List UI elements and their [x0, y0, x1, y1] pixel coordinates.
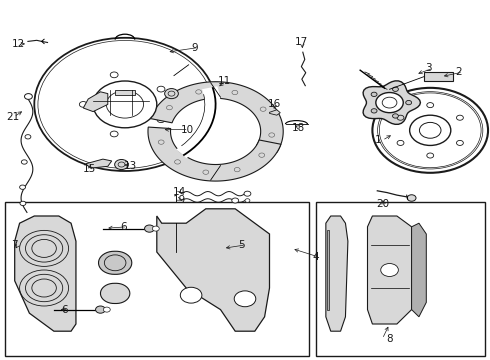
Text: 17: 17: [295, 37, 308, 48]
Circle shape: [392, 87, 398, 91]
Text: 21: 21: [6, 112, 20, 122]
Text: 16: 16: [268, 99, 281, 109]
Text: 11: 11: [218, 76, 231, 86]
Polygon shape: [327, 230, 329, 310]
Wedge shape: [176, 86, 220, 158]
Circle shape: [376, 93, 403, 113]
Circle shape: [103, 307, 110, 312]
Circle shape: [371, 109, 377, 113]
Polygon shape: [15, 216, 76, 331]
Polygon shape: [157, 209, 270, 331]
Polygon shape: [83, 92, 108, 112]
Text: 3: 3: [425, 63, 432, 73]
Circle shape: [381, 264, 398, 276]
Polygon shape: [148, 127, 281, 181]
FancyBboxPatch shape: [5, 202, 309, 356]
Circle shape: [115, 159, 128, 170]
Text: 7: 7: [11, 240, 18, 250]
Circle shape: [20, 201, 26, 206]
Circle shape: [371, 92, 377, 96]
Circle shape: [392, 114, 398, 118]
Polygon shape: [412, 223, 426, 317]
Polygon shape: [100, 283, 130, 303]
Polygon shape: [326, 216, 348, 331]
Circle shape: [232, 198, 239, 203]
Circle shape: [406, 100, 412, 105]
Text: 6: 6: [61, 305, 68, 315]
Polygon shape: [270, 110, 280, 115]
Circle shape: [152, 226, 159, 231]
Text: 9: 9: [191, 42, 198, 53]
Circle shape: [407, 195, 416, 201]
Text: 13: 13: [123, 161, 137, 171]
Circle shape: [24, 94, 32, 99]
Polygon shape: [86, 159, 112, 168]
Circle shape: [410, 115, 451, 145]
Circle shape: [96, 306, 105, 313]
Text: 19: 19: [172, 195, 186, 205]
Polygon shape: [115, 90, 135, 95]
Circle shape: [22, 160, 27, 164]
Text: 5: 5: [239, 240, 245, 250]
Circle shape: [244, 191, 251, 196]
Circle shape: [25, 135, 31, 139]
Text: 20: 20: [376, 199, 390, 210]
Text: 2: 2: [456, 67, 463, 77]
Polygon shape: [368, 216, 412, 324]
Text: 4: 4: [313, 252, 319, 262]
Text: 10: 10: [181, 125, 195, 135]
Text: 1: 1: [375, 135, 382, 145]
Circle shape: [180, 287, 202, 303]
Circle shape: [145, 225, 154, 232]
Polygon shape: [150, 82, 283, 152]
Circle shape: [245, 199, 250, 202]
Circle shape: [165, 89, 178, 99]
Circle shape: [20, 185, 25, 189]
FancyBboxPatch shape: [424, 72, 453, 81]
Text: 14: 14: [172, 186, 186, 197]
Polygon shape: [363, 81, 420, 124]
Text: 15: 15: [82, 164, 96, 174]
Text: 12: 12: [12, 39, 25, 49]
FancyBboxPatch shape: [316, 202, 485, 356]
Polygon shape: [98, 251, 132, 274]
Text: 18: 18: [292, 123, 305, 133]
Circle shape: [372, 88, 488, 173]
Circle shape: [93, 81, 157, 128]
Text: 8: 8: [386, 334, 393, 344]
Text: 6: 6: [120, 222, 127, 232]
Circle shape: [234, 291, 256, 307]
